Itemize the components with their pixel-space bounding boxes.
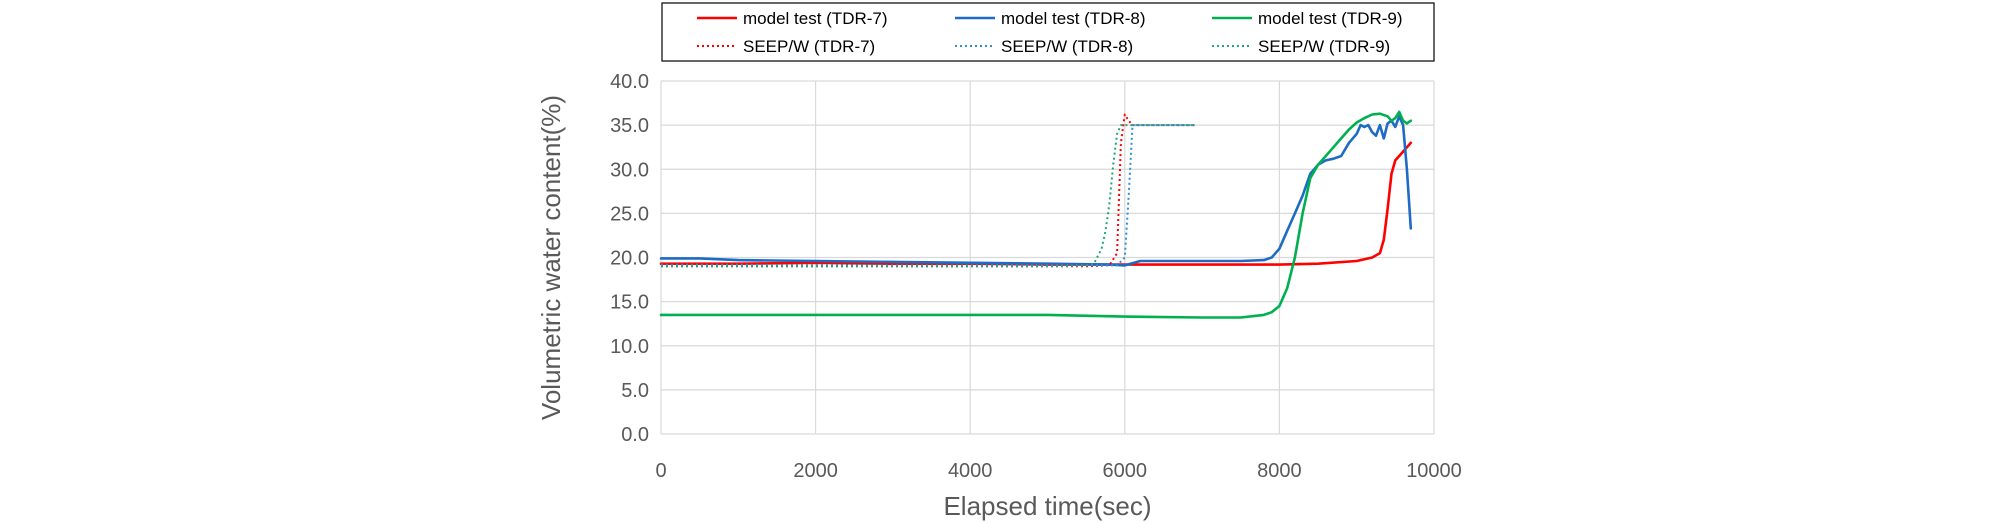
- series-line-3: [659, 110, 1413, 319]
- x-axis-title: Elapsed time(sec): [943, 491, 1151, 521]
- series-line-1: [659, 141, 1413, 266]
- legend-label: SEEP/W (TDR-9): [1258, 37, 1390, 56]
- y-tick-label: 35.0: [610, 115, 649, 137]
- y-tick-label: 5.0: [621, 380, 649, 402]
- y-axis-title: Volumetric water content(%): [536, 95, 566, 420]
- grid: [660, 80, 1435, 435]
- x-tick-label: 6000: [1103, 460, 1148, 482]
- legend: model test (TDR-7) model test (TDR-8) mode…: [661, 2, 1435, 62]
- x-tick-label: 8000: [1257, 460, 1302, 482]
- series-line-6: [661, 124, 1195, 268]
- y-tick-label: 10.0: [610, 336, 649, 358]
- x-tick-label: 0: [655, 460, 666, 482]
- series-layer: [659, 110, 1413, 319]
- legend-box: [661, 2, 1435, 62]
- legend-label: model test (TDR-8): [1001, 9, 1146, 28]
- y-tick-label: 15.0: [610, 292, 649, 314]
- legend-label: model test (TDR-7): [743, 9, 888, 28]
- y-tick-label: 40.0: [610, 71, 649, 93]
- tick-labels: 0.0 5.0 10.0 15.0 20.0 25.0 30.0 35.0 40.0 0 2000 4…: [610, 71, 1462, 482]
- legend-label: SEEP/W (TDR-7): [743, 37, 875, 56]
- y-tick-label: 0.0: [621, 424, 649, 446]
- x-tick-label: 4000: [948, 460, 993, 482]
- legend-label: SEEP/W (TDR-8): [1001, 37, 1133, 56]
- series-line-4: [661, 113, 1195, 268]
- y-tick-label: 30.0: [610, 159, 649, 181]
- y-tick-label: 25.0: [610, 203, 649, 225]
- x-tick-label: 2000: [793, 460, 838, 482]
- x-tick-label: 10000: [1406, 460, 1462, 482]
- legend-label: model test (TDR-9): [1258, 9, 1403, 28]
- y-tick-label: 20.0: [610, 248, 649, 270]
